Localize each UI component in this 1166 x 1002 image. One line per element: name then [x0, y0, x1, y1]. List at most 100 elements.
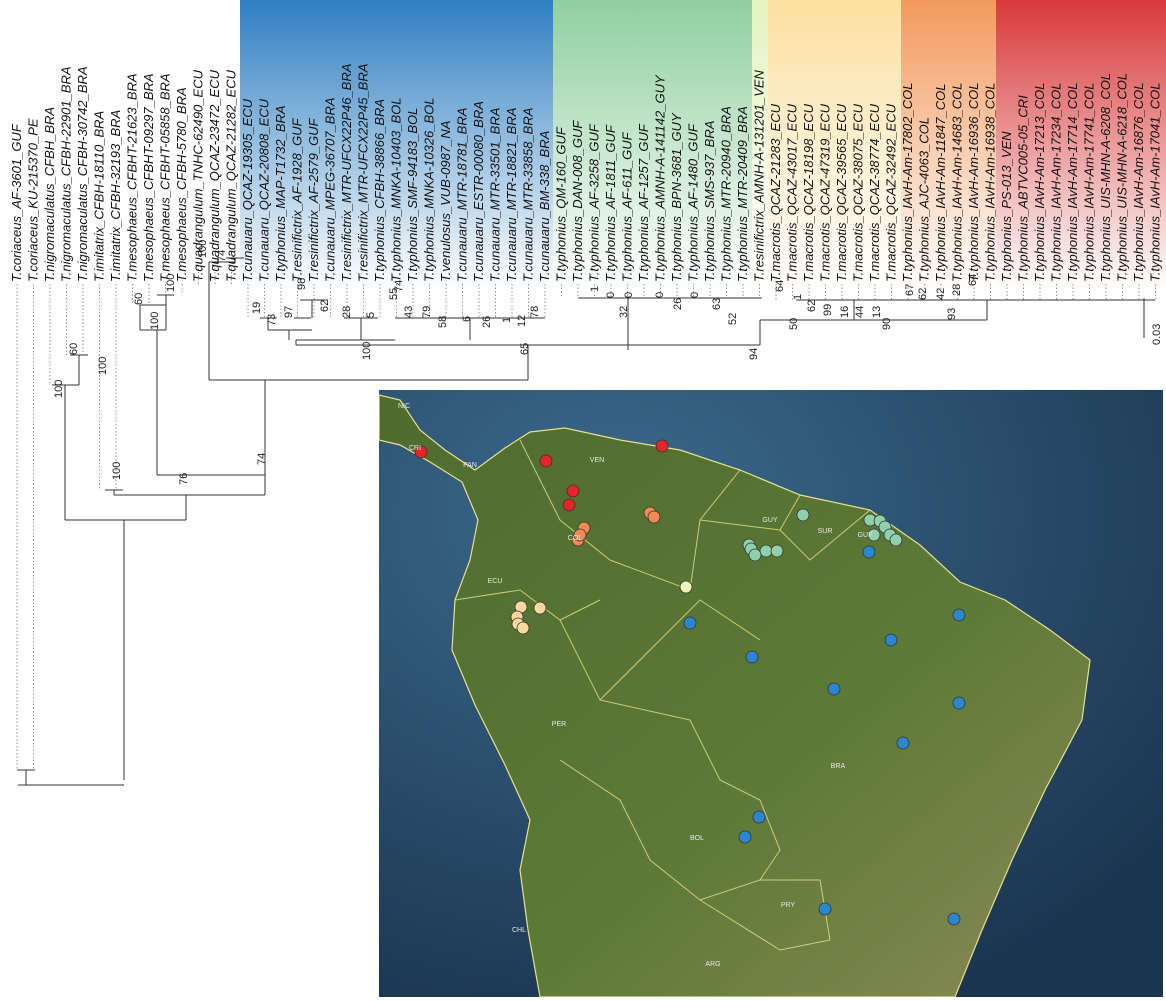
- support-value: 63: [711, 298, 723, 310]
- support-value: 100: [165, 274, 177, 292]
- sample-point: [819, 903, 831, 915]
- taxon-label: T.cunauaru_MTR-33501_BRA: [488, 108, 503, 282]
- sample-point: [656, 440, 668, 452]
- support-value: 13: [871, 306, 883, 318]
- taxon-label: T.typhonius_AF-3258_GUF: [587, 123, 602, 282]
- support-value: 60: [133, 293, 145, 305]
- support-value: 0: [689, 292, 701, 298]
- taxon-label: T.typhonius_IAvH-Am-14683_COL: [950, 83, 965, 282]
- taxon-label: T.cunauaru_MTR-33858_BRA: [521, 108, 536, 282]
- page: {"taxa": ["T.coriaceus_AF-3601_GUF", "T.…: [0, 0, 1166, 997]
- taxon-label: T.typhonius_IAvH-Am-17213_COL: [1032, 83, 1047, 282]
- taxon-label: T.cunauaru_ESTR-00080_BRA: [471, 101, 486, 282]
- taxon-label: T.typhonius_MNKA-10326_BOL: [422, 97, 437, 282]
- sample-point: [648, 511, 660, 523]
- taxon-label: T.resinifictrix_MTR-UFCX22P46_BRA: [339, 64, 354, 282]
- taxon-label: T.typhonius_PS-013_VEN: [999, 131, 1014, 282]
- support-value: 74: [216, 250, 228, 262]
- taxon-label: T.cunauaru_MTR-18781_BRA: [455, 108, 470, 282]
- taxon-label: T.typhonius_AJC-4063_COL: [917, 117, 932, 282]
- support-value: 62: [319, 300, 331, 312]
- taxon-label: T.mesophaeus_CFBHT-09297_BRA: [141, 73, 156, 282]
- sample-point: [797, 509, 809, 521]
- country-label: GUY: [762, 517, 778, 524]
- support-value: 6: [461, 316, 473, 322]
- sample-point: [540, 455, 552, 467]
- support-value: 100: [97, 357, 109, 375]
- taxon-label: T.macrotis_QCAZ-43017_ECU: [785, 103, 800, 282]
- support-value: 44: [854, 306, 866, 318]
- taxon-label: T.typhonius_IAvH-Am-17041_COL: [1148, 83, 1163, 282]
- support-value: 19: [251, 302, 263, 314]
- country-label: COL: [568, 535, 583, 542]
- figure: T.coriaceus_AF-3601_GUFT.coriaceus_KU-21…: [0, 0, 1166, 997]
- taxon-label: T.typhonius_MTR-20409_BRA: [735, 106, 750, 282]
- taxon-label: T.typhonius_MAP-T1732_BRA: [273, 105, 288, 282]
- support-value: 74: [393, 280, 405, 292]
- sample-point: [885, 634, 897, 646]
- taxon-label: T.typhonius_AF-1480_GUF: [686, 123, 701, 282]
- taxon-label: T.typhonius_QM-160_GUF: [554, 126, 569, 282]
- country-label: ECU: [488, 578, 503, 585]
- taxon-label: T.typhonius_IAvH-Am-17714_COL: [1065, 83, 1080, 282]
- support-value: 65: [519, 343, 531, 355]
- support-value: 94: [748, 348, 760, 360]
- support-value: 5: [365, 312, 377, 318]
- taxon-label: T.resinifictrix_MTR-UFCX22P45_BRA: [356, 64, 371, 282]
- taxon-label: T.cunauaru_BM-338_BRA: [537, 131, 552, 282]
- sample-point: [534, 602, 546, 614]
- sample-point: [863, 546, 875, 558]
- taxon-label: T.typhonius_MTR-20940_BRA: [719, 106, 734, 282]
- support-value: 67: [904, 284, 916, 296]
- sample-point: [828, 683, 840, 695]
- support-value: 52: [727, 313, 739, 325]
- taxon-label: T.typhonius_IAvH-Am-16876_COL: [1131, 83, 1146, 282]
- taxon-label: T.cunauaru_MPEG-36707_BRA: [323, 97, 338, 282]
- sample-point: [953, 697, 965, 709]
- support-value: 62: [917, 288, 929, 300]
- country-label: NIC: [398, 403, 410, 410]
- taxon-label: T.mesophaeus_CFBHT-21623_BRA: [125, 73, 140, 282]
- map: NICCRIPANVENGUYSURGUFCOLECUPERBRABOLCHLP…: [379, 390, 1163, 997]
- support-value: 100: [111, 462, 123, 480]
- taxon-label: T.resinifictrix_AF-2579_GUF: [306, 117, 321, 282]
- support-value: 100: [361, 342, 373, 360]
- taxon-label: T.typhonius_SMF-94183_BOL: [405, 108, 420, 282]
- country-label: PRY: [781, 902, 796, 909]
- taxon-label: T.coriaceus_KU-215370_PE: [26, 118, 41, 282]
- sample-point: [948, 913, 960, 925]
- support-value: 28: [951, 284, 963, 296]
- taxon-label: T.macrotis_QCAZ-32492_ECU: [884, 103, 899, 282]
- country-label: BOL: [690, 835, 704, 842]
- taxon-label: T.typhonius_UIS-MHN-A-6208_COL: [1098, 73, 1113, 282]
- support-value: 64: [774, 280, 786, 292]
- taxon-label: T.cunauaru_MTR-18821_BRA: [504, 108, 519, 282]
- taxon-label: T.nigromaculatus_CFBH-30742_BRA: [75, 66, 90, 282]
- support-value: 100: [197, 240, 209, 258]
- support-value: 78: [529, 306, 541, 318]
- taxon-label: T.nigromaculatus_CFBH_BRA: [42, 107, 57, 282]
- taxon-label: T.mesophaeus_CFBHT-05858_BRA: [158, 73, 173, 282]
- support-value: 97: [283, 306, 295, 318]
- sample-point: [567, 485, 579, 497]
- support-value: 32: [618, 306, 630, 318]
- taxon-label: T.typhonius_IAvH-Am-17234_COL: [1049, 83, 1064, 282]
- support-value: 26: [672, 298, 684, 310]
- sample-point: [890, 534, 902, 546]
- sample-point: [563, 499, 575, 511]
- sample-point: [749, 549, 761, 561]
- support-value: 1: [589, 286, 601, 292]
- support-value: 62: [806, 300, 818, 312]
- taxon-label: T.typhonius_DAN-008_GUF: [570, 120, 585, 282]
- country-label: CRI: [409, 445, 421, 452]
- taxon-label: T.venulosus_VUB-0987_NA: [438, 121, 453, 282]
- support-value: 1: [501, 317, 513, 323]
- taxon-label: T.nigromaculatus_CFBH-22901_BRA: [59, 66, 74, 282]
- support-value: 28: [341, 306, 353, 318]
- taxon-label: T.typhonius_IAvH-Am-17802_COL: [900, 83, 915, 282]
- taxon-label: T.typhonius_AF-1811_GUF: [603, 124, 618, 282]
- support-value: 99: [822, 304, 834, 316]
- sample-point: [746, 651, 758, 663]
- taxon-label: T.typhonius_AF-1257_GUF: [636, 123, 651, 282]
- sample-point: [680, 581, 692, 593]
